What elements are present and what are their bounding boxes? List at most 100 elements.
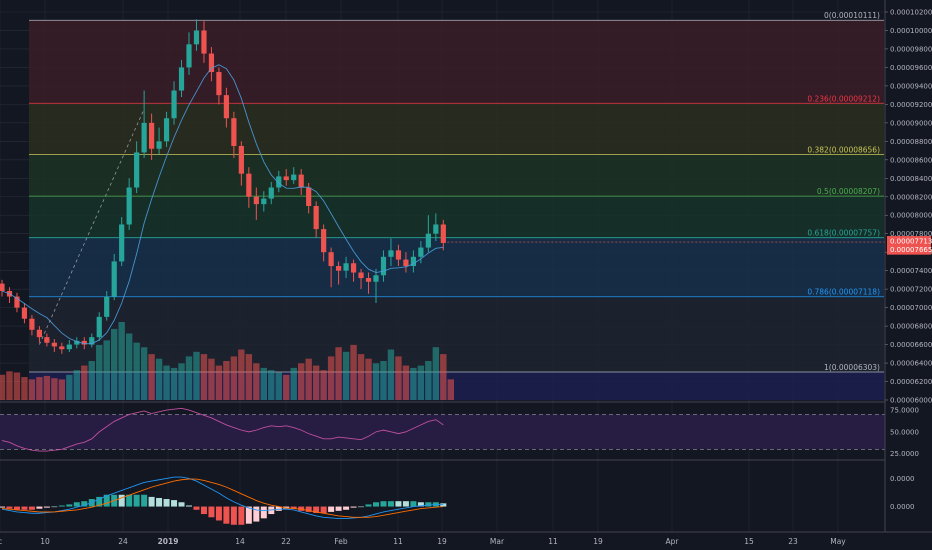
macd-histogram-bar — [6, 506, 13, 509]
macd-histogram-bar — [118, 494, 125, 507]
moving-average-line — [1, 64, 444, 345]
candle-body — [313, 206, 319, 230]
candle-body — [21, 307, 28, 319]
time-axis-background — [0, 532, 932, 550]
macd-histogram-bar — [328, 506, 335, 512]
macd-histogram-bar — [253, 506, 260, 522]
macd-histogram-bar — [215, 506, 222, 521]
candle-body — [193, 30, 200, 45]
fib-retracement[interactable]: 0(0.00010111) 0.236(0.00009212) 0.382(0.00… — [29, 11, 884, 400]
candle-body — [36, 329, 42, 338]
macd-histogram-bar — [238, 506, 245, 525]
candle-body — [321, 229, 327, 253]
trend-line — [39, 108, 145, 345]
macd-histogram-bar — [21, 506, 28, 510]
macd-histogram-bar — [96, 496, 103, 507]
candle-body — [268, 187, 274, 199]
volume-bar — [111, 328, 118, 400]
candle-body — [171, 90, 177, 119]
rsi-panel[interactable] — [0, 407, 885, 452]
macd-line — [1, 476, 444, 520]
close-price-badge — [887, 244, 931, 255]
macd-histogram-bar — [425, 502, 432, 507]
candle-body — [328, 252, 334, 267]
volume-bar — [185, 356, 193, 400]
macd-histogram-bar — [373, 502, 379, 507]
candle-body — [74, 340, 80, 345]
price-tick-label: 0.00008600 — [890, 156, 932, 164]
macd-histogram-bar — [81, 501, 88, 507]
macd-tick-label: 0.0000 — [890, 503, 915, 511]
volume-bar — [88, 361, 95, 400]
volume-bar — [357, 354, 365, 400]
macd-histogram-bar — [103, 494, 110, 507]
rsi-band-fill — [0, 414, 885, 450]
volume-bar — [268, 370, 275, 400]
volume-bar — [327, 356, 335, 400]
price-tick-label: 0.00008200 — [890, 193, 932, 201]
price-tick-label: 0.00009000 — [890, 119, 932, 127]
candle-body — [29, 318, 35, 330]
candlestick-series[interactable] — [0, 19, 446, 354]
volume-bar — [275, 372, 282, 400]
candle-body — [216, 72, 222, 96]
candle-body — [298, 174, 304, 188]
price-tick-label: 0.00010000 — [890, 27, 932, 35]
volume-bar — [125, 333, 133, 400]
volume-bar — [81, 365, 88, 400]
price-axis[interactable]: 0.00010200 0.00010000 0.00009800 0.00009600… — [884, 0, 932, 550]
candle-body — [410, 256, 416, 267]
axis-background — [885, 0, 932, 550]
price-tick-label: 0.00006600 — [890, 341, 932, 349]
volume-bar — [215, 365, 223, 400]
candle-body — [111, 261, 117, 297]
volume-bar — [193, 351, 200, 400]
fib-zone — [29, 196, 884, 238]
price-tick-label: 0.00008000 — [890, 212, 932, 220]
candle-body — [440, 224, 446, 243]
volume-bar — [260, 367, 267, 400]
rsi-tick-label: 75.0000 — [890, 407, 919, 415]
price-tick-label: 0.00007400 — [890, 267, 932, 275]
volume-bar — [133, 342, 140, 400]
candle-body — [403, 259, 409, 267]
candle-body — [156, 141, 162, 149]
candle-body — [365, 278, 372, 282]
fib-level-label: 1(0.00006303) — [824, 363, 880, 372]
volume-bar — [6, 371, 13, 400]
candle-body — [350, 263, 357, 273]
macd-histogram-bar — [223, 506, 230, 524]
macd-histogram-bar — [335, 506, 342, 511]
fib-zone — [29, 154, 884, 197]
macd-histogram-bar — [275, 506, 282, 511]
time-axis-label: 2019 — [158, 537, 179, 546]
volume-bar — [148, 354, 155, 400]
time-axis-label: 23 — [788, 537, 798, 546]
candle-body — [186, 44, 192, 68]
candle-body — [238, 145, 244, 174]
price-tick-label: 0.00009400 — [890, 82, 932, 90]
candle-body — [373, 275, 379, 282]
volume-bar — [178, 363, 185, 400]
volume-bar — [290, 367, 297, 400]
volume-bar — [163, 365, 170, 400]
macd-histogram-bar — [28, 506, 35, 510]
fib-level-label: 0.382(0.00008656) — [807, 146, 880, 155]
candle-body — [343, 263, 349, 271]
candle-body — [358, 272, 364, 279]
candle-body — [283, 176, 289, 181]
candle-body — [89, 337, 95, 345]
volume-bar — [21, 377, 28, 400]
candle-body — [395, 250, 402, 260]
candle-body — [141, 122, 147, 153]
volume-bar — [43, 375, 51, 400]
time-axis[interactable]: c 10 24 2019 14 22 Feb 11 19 Mar 11 19 Apr 15 23 May — [0, 531, 932, 550]
macd-panel[interactable] — [0, 476, 447, 525]
candle-body — [44, 337, 50, 343]
macd-histogram-bar — [186, 505, 192, 507]
volume-bar — [283, 374, 290, 400]
volume-bars — [0, 322, 454, 400]
price-tick-label: 0.00008800 — [890, 138, 932, 146]
candle-body — [208, 53, 215, 73]
